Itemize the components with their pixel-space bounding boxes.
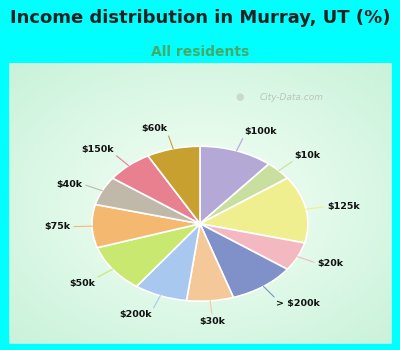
Wedge shape	[186, 224, 233, 301]
Text: ●: ●	[236, 92, 244, 103]
Wedge shape	[113, 156, 200, 224]
Text: $20k: $20k	[318, 259, 344, 268]
Text: > $200k: > $200k	[276, 299, 320, 308]
Text: $150k: $150k	[82, 145, 114, 154]
Wedge shape	[200, 224, 287, 298]
Wedge shape	[97, 224, 200, 286]
Wedge shape	[92, 204, 200, 248]
Text: $40k: $40k	[56, 180, 82, 189]
Wedge shape	[200, 164, 287, 224]
Text: Income distribution in Murray, UT (%): Income distribution in Murray, UT (%)	[10, 9, 390, 27]
Text: $60k: $60k	[142, 124, 168, 133]
Text: City-Data.com: City-Data.com	[260, 93, 324, 102]
Text: $100k: $100k	[244, 127, 277, 136]
Wedge shape	[200, 178, 308, 243]
Text: $50k: $50k	[69, 279, 95, 288]
Wedge shape	[95, 178, 200, 224]
Text: $75k: $75k	[44, 222, 70, 231]
Wedge shape	[200, 146, 269, 224]
Text: All residents: All residents	[151, 45, 249, 59]
Text: $200k: $200k	[120, 310, 152, 320]
Wedge shape	[200, 224, 305, 269]
Text: $30k: $30k	[199, 317, 225, 326]
Wedge shape	[136, 224, 200, 301]
Text: $10k: $10k	[295, 151, 321, 160]
Text: $125k: $125k	[328, 202, 360, 211]
Wedge shape	[148, 146, 200, 224]
